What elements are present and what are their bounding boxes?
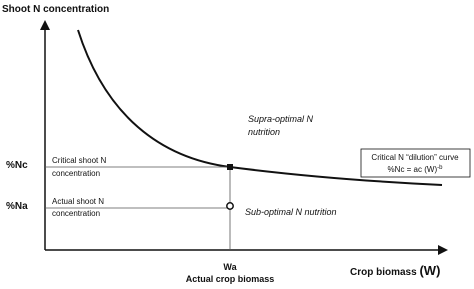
curve-box [360,148,471,178]
critical-label-2: concentration [52,169,100,178]
wa-caption: Actual crop biomass [186,274,275,284]
wa-label: Wa [223,262,237,272]
nc-label: %Nc [6,160,28,171]
actual-point [226,202,234,210]
supra-label-2: nutrition [248,127,280,137]
x-axis-symbol: (W) [419,263,440,278]
curve-box-formula: %Nc = ac (W)-b [388,165,444,174]
x-axis-label: Crop biomass (W) [350,263,440,278]
actual-label-2: concentration [52,209,100,218]
y-axis-label: Shoot N concentration [2,4,109,15]
exponent: -b [437,165,443,171]
sub-label: Sub-optimal N nutrition [245,207,337,217]
actual-label-1: Actual shoot N [52,197,104,206]
critical-label-1: Critical shoot N [52,156,106,165]
na-label: %Na [6,201,28,212]
formula: %Nc = ac (W) [388,165,438,174]
supra-label-1: Supra-optimal N [248,114,314,124]
curve-box-title: Critical N “dilution” curve [371,153,459,162]
critical-point [227,164,233,170]
x-axis-label-text: Crop biomass [350,267,417,278]
